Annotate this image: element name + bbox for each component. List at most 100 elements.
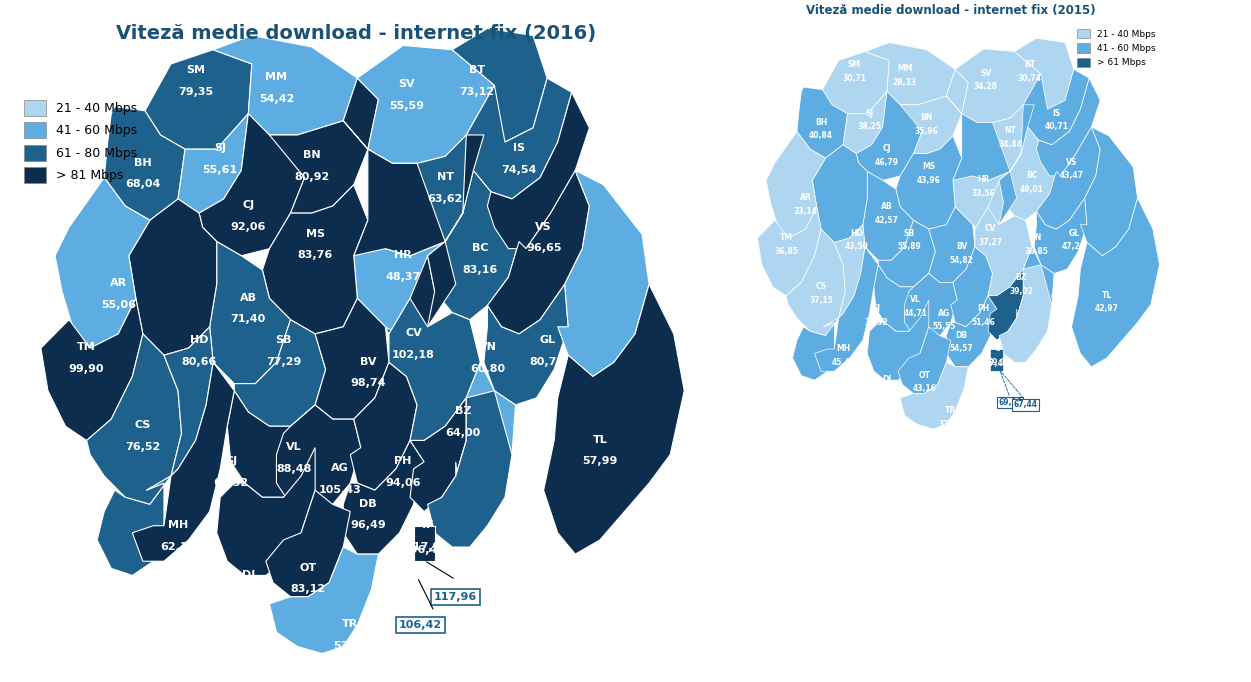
- Text: 51,46: 51,46: [972, 318, 996, 327]
- Polygon shape: [145, 50, 251, 149]
- Polygon shape: [867, 300, 928, 380]
- Text: 36,85: 36,85: [1025, 247, 1048, 256]
- Polygon shape: [86, 334, 181, 505]
- Text: 40,84: 40,84: [809, 131, 833, 140]
- Polygon shape: [928, 207, 975, 282]
- Polygon shape: [350, 362, 417, 490]
- Text: SJ: SJ: [866, 108, 873, 118]
- Text: BR: BR: [522, 413, 538, 424]
- Polygon shape: [385, 241, 455, 341]
- Text: IS: IS: [1052, 108, 1061, 118]
- Polygon shape: [269, 78, 378, 213]
- Polygon shape: [786, 229, 846, 336]
- Polygon shape: [266, 490, 350, 597]
- Text: MS: MS: [922, 162, 936, 171]
- Polygon shape: [962, 105, 1027, 180]
- Text: 55,59: 55,59: [389, 102, 424, 111]
- Text: SB: SB: [903, 228, 914, 237]
- Polygon shape: [234, 320, 325, 426]
- Text: CL: CL: [1040, 375, 1051, 384]
- Text: AR: AR: [110, 278, 126, 288]
- Text: BN: BN: [921, 113, 933, 122]
- Text: 92,06: 92,06: [230, 222, 266, 232]
- Text: TM: TM: [779, 233, 793, 242]
- Text: GJ: GJ: [872, 304, 881, 313]
- Text: DJ: DJ: [882, 375, 892, 384]
- Text: PH: PH: [394, 456, 412, 466]
- Text: 51,53: 51,53: [494, 535, 529, 545]
- Text: 55,89: 55,89: [897, 242, 921, 251]
- Text: 33,12: 33,12: [938, 420, 963, 429]
- Text: CT: CT: [578, 555, 594, 565]
- Text: AB: AB: [240, 293, 256, 303]
- Polygon shape: [797, 87, 847, 158]
- Text: 71,40: 71,40: [230, 314, 266, 325]
- Text: 80,71: 80,71: [529, 357, 564, 367]
- Text: VS: VS: [535, 222, 552, 231]
- Polygon shape: [863, 171, 913, 261]
- Polygon shape: [343, 441, 424, 554]
- Text: 35,32: 35,32: [864, 318, 888, 327]
- Text: TM: TM: [78, 342, 96, 353]
- Text: OT: OT: [918, 371, 931, 380]
- Text: HR: HR: [977, 175, 990, 184]
- Polygon shape: [901, 70, 968, 153]
- Polygon shape: [814, 247, 878, 371]
- Text: SM: SM: [847, 60, 861, 69]
- Polygon shape: [843, 91, 887, 153]
- Polygon shape: [410, 398, 467, 512]
- Text: PH: PH: [977, 304, 990, 313]
- Text: SV: SV: [398, 80, 415, 89]
- Polygon shape: [766, 132, 826, 238]
- Polygon shape: [1036, 78, 1100, 176]
- Text: 39,02: 39,02: [1010, 286, 1033, 295]
- Text: VS: VS: [1066, 158, 1077, 166]
- Text: 49,01: 49,01: [1020, 185, 1045, 194]
- Text: 30,71: 30,71: [842, 74, 866, 83]
- Text: 48,37: 48,37: [385, 272, 420, 282]
- Polygon shape: [269, 547, 378, 653]
- Text: 34,28: 34,28: [975, 83, 998, 91]
- Polygon shape: [452, 29, 547, 142]
- Text: SB: SB: [275, 336, 291, 345]
- Polygon shape: [354, 135, 484, 327]
- Text: TR: TR: [946, 406, 956, 415]
- Text: 69,16: 69,16: [998, 398, 1022, 406]
- Polygon shape: [484, 284, 568, 405]
- Text: CL: CL: [494, 569, 509, 580]
- Text: 43,47: 43,47: [1060, 171, 1083, 180]
- Polygon shape: [368, 135, 473, 256]
- Text: 64,00: 64,00: [445, 428, 480, 438]
- Text: BC: BC: [472, 243, 489, 253]
- Text: 74,54: 74,54: [502, 165, 537, 175]
- Text: 54,42: 54,42: [259, 94, 294, 104]
- Text: 40,71: 40,71: [1045, 122, 1068, 132]
- Text: CJ: CJ: [243, 201, 254, 210]
- Text: 68,04: 68,04: [125, 179, 160, 190]
- Text: 106,42: 106,42: [399, 620, 442, 630]
- Text: 54,57: 54,57: [950, 344, 973, 353]
- Polygon shape: [428, 170, 519, 320]
- Text: GJ: GJ: [224, 456, 238, 466]
- Text: VN: VN: [478, 342, 497, 353]
- Polygon shape: [946, 296, 997, 367]
- Text: 88,50: 88,50: [372, 620, 407, 630]
- Text: 43,96: 43,96: [917, 176, 941, 185]
- Text: NT: NT: [437, 172, 454, 182]
- Text: IS: IS: [513, 143, 525, 153]
- Polygon shape: [991, 349, 1003, 371]
- Text: HD: HD: [190, 336, 209, 345]
- Text: TL: TL: [593, 434, 607, 445]
- Polygon shape: [228, 391, 315, 497]
- Polygon shape: [216, 447, 315, 576]
- Text: MH: MH: [168, 520, 188, 530]
- Polygon shape: [1017, 247, 1055, 340]
- Text: AB: AB: [881, 202, 893, 211]
- Text: 43,16: 43,16: [912, 385, 936, 394]
- Text: NT: NT: [1005, 126, 1016, 136]
- Text: 96,65: 96,65: [525, 243, 562, 253]
- Polygon shape: [389, 298, 480, 441]
- Text: 56,42: 56,42: [876, 389, 899, 398]
- Polygon shape: [558, 170, 649, 376]
- Text: 63,62: 63,62: [428, 194, 463, 204]
